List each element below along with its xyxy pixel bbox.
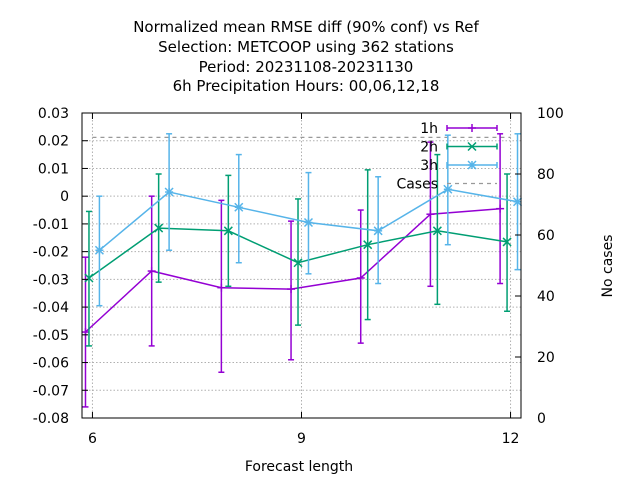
data-point: [512, 197, 523, 207]
data-point: [84, 273, 94, 283]
series-layer: [81, 133, 523, 408]
title-line-3: Period: 20231108-20231130: [199, 58, 414, 76]
y-tick-label: 0: [60, 189, 69, 205]
data-point: [94, 245, 104, 255]
marker-stroke: [303, 217, 313, 228]
y-tick-label: -0.02: [33, 245, 69, 261]
y-tick-label: -0.06: [33, 356, 69, 372]
data-point: [502, 237, 512, 247]
y-tick-label: -0.04: [33, 300, 69, 316]
data-point: [356, 273, 365, 282]
y-tick-label: -0.01: [33, 217, 69, 233]
y-tick-label: -0.07: [33, 383, 69, 399]
y2-tick-label: 100: [537, 106, 564, 122]
marker-stroke: [502, 237, 512, 247]
series-1h: [81, 133, 505, 408]
legend: 1h 2h 3h Cases: [396, 121, 498, 193]
x-tick-label: 6: [88, 431, 97, 447]
y-tick-label: 0.01: [38, 161, 69, 177]
series-2h: [84, 153, 512, 347]
axis-ticks: -0.08 -0.07 -0.06 -0.05 -0.04 -0.03 -0.02 -0.01…: [33, 106, 564, 447]
y2-tick-label: 20: [537, 350, 555, 366]
marker-stroke: [234, 202, 244, 212]
data-point: [154, 223, 164, 233]
y-tick-label: 0.03: [38, 106, 69, 122]
title-line-1: Normalized mean RMSE diff (90% conf) vs …: [133, 18, 479, 36]
legend-label: 1h: [420, 121, 438, 137]
marker-stroke: [84, 273, 94, 283]
data-point: [426, 210, 435, 219]
data-point: [373, 226, 383, 236]
x-tick-label: 9: [297, 431, 306, 447]
marker-stroke: [363, 240, 373, 250]
legend-label: Cases: [396, 177, 438, 193]
marker-stroke: [373, 226, 383, 236]
data-point: [164, 187, 174, 197]
marker-stroke: [94, 245, 104, 255]
data-point: [443, 184, 453, 194]
y2-tick-label: 40: [537, 289, 555, 305]
data-point: [234, 202, 244, 212]
legend-label: 2h: [420, 140, 438, 156]
y-tick-label: 0.02: [38, 134, 69, 150]
chart-title: Normalized mean RMSE diff (90% conf) vs …: [133, 18, 479, 95]
y-tick-label: -0.08: [33, 411, 69, 427]
data-point: [147, 267, 156, 276]
marker-stroke: [293, 258, 303, 268]
title-line-4: 6h Precipitation Hours: 00,06,12,18: [173, 77, 440, 95]
marker-stroke: [154, 223, 164, 233]
legend-marker: [467, 160, 477, 170]
data-point: [303, 217, 313, 228]
marker-stroke: [164, 187, 174, 197]
data-point: [217, 283, 226, 292]
data-point: [223, 226, 233, 236]
marker-stroke: [223, 226, 233, 236]
marker-stroke: [432, 226, 442, 236]
y-tick-label: -0.03: [33, 272, 69, 288]
marker-stroke: [443, 184, 453, 194]
title-line-2: Selection: METCOOP using 362 stations: [158, 38, 454, 56]
data-point: [432, 226, 442, 236]
x-axis-label: Forecast length: [245, 459, 353, 475]
x-tick-label: 12: [502, 431, 520, 447]
y2-tick-label: 80: [537, 167, 555, 183]
y2-axis-label: No cases: [600, 235, 616, 298]
data-point: [496, 204, 505, 213]
data-point: [287, 285, 296, 294]
series-3h: [94, 133, 523, 307]
data-point: [293, 258, 303, 268]
marker-stroke: [467, 141, 477, 152]
marker-stroke: [467, 160, 477, 170]
marker-stroke: [512, 197, 523, 207]
y2-tick-label: 60: [537, 228, 555, 244]
y-tick-label: -0.05: [33, 328, 69, 344]
legend-marker: [467, 141, 477, 152]
legend-label: 3h: [420, 158, 438, 174]
data-point: [363, 240, 373, 250]
legend-marker: [468, 124, 476, 132]
y2-tick-label: 0: [537, 411, 546, 427]
